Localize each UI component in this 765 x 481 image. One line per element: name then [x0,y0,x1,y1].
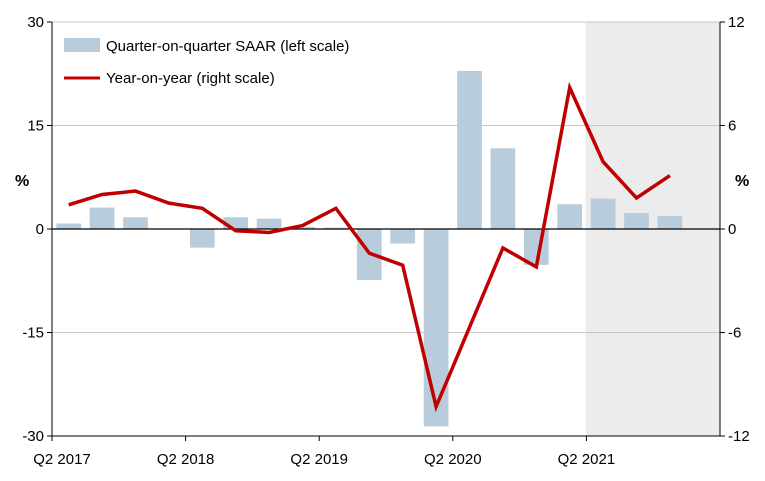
bar [590,198,616,229]
right-tick-label: 12 [728,14,745,31]
left-tick-label: 30 [27,14,44,31]
legend-line-label: Year-on-year (right scale) [106,70,275,87]
x-tick-label: Q2 2021 [558,451,616,468]
bar [223,217,249,229]
bar [423,229,449,427]
bar [323,227,349,229]
bar [189,229,215,248]
right-tick-label: -6 [728,325,741,342]
right-axis-label: % [735,173,749,190]
bar [557,204,583,229]
left-axis-label: % [15,173,29,190]
bar [256,218,282,229]
right-tick-label: 6 [728,118,736,135]
right-tick-label: 0 [728,221,736,238]
right-tick-label: -12 [728,428,750,445]
x-tick-label: Q2 2017 [33,451,91,468]
bar [390,229,416,244]
bar [123,217,148,229]
bar [624,213,649,229]
bar [457,70,482,230]
x-tick-label: Q2 2019 [290,451,348,468]
bar [290,226,315,229]
bar [657,215,683,229]
left-tick-label: 15 [27,118,44,135]
x-tick-label: Q2 2020 [424,451,482,468]
legend-bar-label: Quarter-on-quarter SAAR (left scale) [106,38,349,55]
axes-layer: 30 15 0 -15 -30 12 6 0 -6 -12 Q2 2017 Q2 2018 Q2 201… [22,14,749,468]
legend: Quarter-on-quarter SAAR (left scale) Yea… [64,38,349,87]
left-tick-label: -15 [22,325,44,342]
bar [89,207,115,229]
bar [490,148,516,229]
left-tick-label: 0 [36,221,44,238]
legend-bar-swatch [64,38,100,52]
line-series-layer [68,81,671,413]
x-tick-label: Q2 2018 [157,451,215,468]
line-series-year-on-year [68,81,671,413]
bar [56,223,82,229]
left-tick-label: -30 [22,428,44,445]
